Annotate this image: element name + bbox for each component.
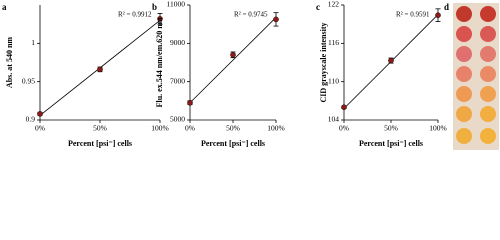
- x-tick-label: 100%: [429, 124, 447, 133]
- x-tick-label: 100%: [267, 124, 285, 133]
- y-tick-label: 116: [328, 38, 339, 47]
- well: [456, 46, 472, 62]
- well: [480, 66, 496, 82]
- panel-label: c: [316, 2, 320, 12]
- data-point: [341, 104, 347, 111]
- y-axis-title: Flu. ex.544 nm/em.620 nm: [155, 17, 164, 107]
- annotation: R² = 0.9591: [396, 11, 430, 19]
- panel-label: d: [444, 2, 449, 12]
- y-tick-label: 1: [31, 38, 35, 47]
- data-point: [435, 12, 441, 19]
- x-tick-label: 50%: [93, 124, 107, 133]
- x-tick-label: 0%: [339, 124, 349, 133]
- panel-label: b: [152, 2, 157, 12]
- wells: [456, 6, 496, 144]
- x-axis-title: Percent [psi⁻] cells: [68, 139, 132, 148]
- data-point: [388, 57, 394, 64]
- well: [480, 6, 496, 22]
- y-tick-label: 7000: [170, 76, 185, 85]
- data-point: [37, 111, 43, 117]
- well: [480, 128, 496, 144]
- x-axis-title: Percent [psi⁻] cells: [359, 139, 423, 148]
- y-tick-label: 110: [328, 76, 339, 85]
- well: [456, 26, 472, 42]
- annotation: R² = 0.9912: [118, 11, 152, 19]
- well: [480, 106, 496, 122]
- well: [456, 6, 472, 22]
- y-tick-label: 9000: [170, 38, 185, 47]
- y-tick-label: 0.9: [26, 115, 36, 124]
- data-point: [230, 52, 236, 58]
- panel-label: a: [2, 2, 7, 12]
- x-tick-label: 0%: [185, 124, 195, 133]
- well: [456, 128, 472, 144]
- well: [456, 66, 472, 82]
- y-tick-label: 104: [328, 115, 340, 124]
- trend-line: [189, 17, 277, 104]
- data-point: [97, 66, 103, 73]
- x-tick-label: 0%: [35, 124, 45, 133]
- x-axis-title: Percent [psi⁻] cells: [201, 139, 265, 148]
- well: [456, 106, 472, 122]
- x-tick-label: 50%: [384, 124, 398, 133]
- annotation: R² = 0.9745: [234, 11, 268, 19]
- y-tick-label: 11000: [167, 0, 186, 9]
- data-point: [157, 15, 163, 22]
- image-panel: d: [444, 2, 499, 150]
- y-tick-label: 122: [328, 0, 340, 9]
- x-tick-label: 100%: [151, 124, 169, 133]
- data-point: [187, 99, 193, 106]
- x-tick-label: 50%: [226, 124, 240, 133]
- y-axis-title: CID grayscale intensity: [319, 23, 328, 103]
- well: [480, 26, 496, 42]
- y-axis-title: Abs. at 540 nm: [5, 37, 14, 88]
- data-point: [273, 16, 279, 23]
- y-tick-label: 0.95: [22, 76, 35, 85]
- well: [480, 86, 496, 102]
- well: [480, 46, 496, 62]
- well: [456, 86, 472, 102]
- page: d a 0.9 0.95 1 0% 50% 100% Percent [psi⁻] cells…: [2, 0, 499, 150]
- y-tick-label: 5000: [170, 115, 185, 124]
